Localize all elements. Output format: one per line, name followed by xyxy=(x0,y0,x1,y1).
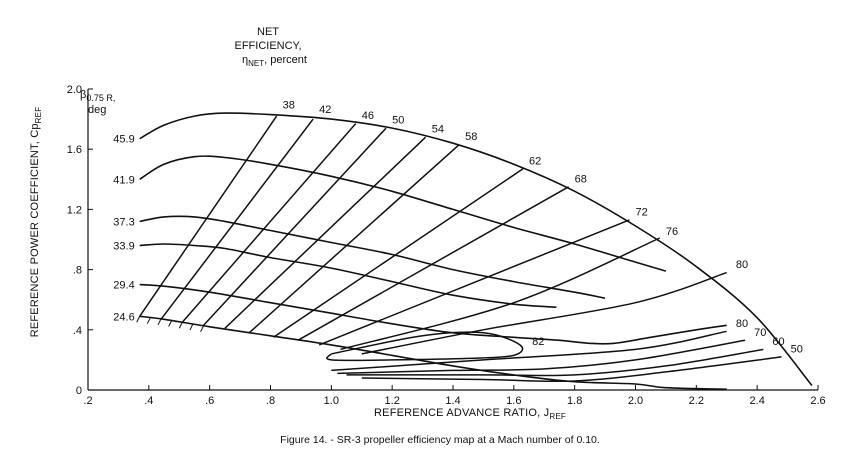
y-tick-label: 2.0 xyxy=(67,84,82,96)
efficiency-label: 54 xyxy=(432,124,444,136)
efficiency-contour-46 xyxy=(181,123,357,323)
efficiency-contour-54 xyxy=(224,136,427,329)
efficiency-contour-72 xyxy=(318,219,630,346)
efficiency-header-line1: NET xyxy=(257,26,279,38)
efficiency-contours xyxy=(139,115,782,383)
figure-caption: Figure 14. - SR-3 propeller efficiency m… xyxy=(280,434,600,446)
axes: .2 .4 .6 .8 1.0 1.2 1.4 1.6 1.8 2.0 2.2 2.4 2.6 0 .4 .8… xyxy=(67,84,826,407)
efficiency-label: 46 xyxy=(362,110,374,122)
beta-label: 24.6 xyxy=(113,311,134,323)
efficiency-eta: η xyxy=(242,54,248,66)
efficiency-label: 62 xyxy=(529,155,541,167)
efficiency-contour-38 xyxy=(139,115,278,317)
x-tick-label: 2.6 xyxy=(810,395,825,407)
labels: 45.9 41.9 37.3 33.9 29.4 24.6 38 42 46 50 54 58 62 68… xyxy=(113,100,803,356)
beta-curve-41.9 xyxy=(139,155,667,272)
hatch-mark xyxy=(157,318,162,326)
hatch-mark xyxy=(189,323,194,331)
x-axis-title-sub: REF xyxy=(549,412,566,421)
efficiency-contour-62 xyxy=(273,168,524,338)
x-tick-label: 2.0 xyxy=(628,395,643,407)
beta-sub: 0.75 R, xyxy=(86,93,115,103)
x-tick-label: .4 xyxy=(144,395,153,407)
efficiency-label: 50 xyxy=(392,115,404,127)
efficiency-label: 50 xyxy=(791,343,803,355)
beta-label: 37.3 xyxy=(113,216,134,228)
efficiency-contour-70 xyxy=(337,339,746,375)
efficiency-contour-76 xyxy=(340,237,661,351)
beta-label: 33.9 xyxy=(113,241,134,253)
hatch-mark xyxy=(146,317,151,324)
beta-curve-37.3 xyxy=(139,215,606,299)
y-axis-title-sub: REF xyxy=(34,107,43,124)
efficiency-contour-80 xyxy=(331,330,727,372)
x-tick-label: 1.0 xyxy=(324,395,339,407)
efficiency-label: 80 xyxy=(736,259,748,271)
efficiency-label: 38 xyxy=(283,100,295,112)
x-axis-title-main: REFERENCE ADVANCE RATIO, J xyxy=(374,407,549,419)
efficiency-label: 82 xyxy=(532,336,544,348)
efficiency-contour-68 xyxy=(297,186,569,341)
efficiency-eta-rest: , percent xyxy=(264,54,307,66)
efficiency-contour-58 xyxy=(248,144,460,334)
hatch-mark xyxy=(200,325,205,333)
x-tick-label: 2.4 xyxy=(750,395,765,407)
efficiency-label: 68 xyxy=(575,173,587,185)
efficiency-contour-42 xyxy=(160,118,314,320)
beta-curve-45.9 xyxy=(139,112,813,387)
efficiency-contour-80 xyxy=(361,271,727,355)
efficiency-label: 58 xyxy=(465,131,477,143)
y-tick-label: .4 xyxy=(73,325,82,337)
hatch-mark xyxy=(136,316,141,323)
efficiency-contour-60 xyxy=(346,348,764,377)
y-axis-title: REFERENCE POWER COEFFICIENT, CpREF xyxy=(29,107,43,338)
y-tick-label: .8 xyxy=(73,265,82,277)
efficiency-eta-sub: NET xyxy=(248,59,264,68)
efficiency-label: 60 xyxy=(772,336,784,348)
x-tick-label: 2.2 xyxy=(689,395,704,407)
beta-label: 45.9 xyxy=(113,134,134,146)
beta-label: 41.9 xyxy=(113,174,134,186)
x-tick-label: 1.8 xyxy=(567,395,582,407)
beta-curve-33.9 xyxy=(139,243,557,308)
y-tick-label: 1.6 xyxy=(67,144,82,156)
efficiency-header-line3: ηNET, percent xyxy=(242,54,307,68)
efficiency-contour-82 xyxy=(326,331,524,362)
x-tick-label: 1.6 xyxy=(506,395,521,407)
x-axis-title: REFERENCE ADVANCE RATIO, JREF xyxy=(374,407,566,421)
efficiency-contour-50 xyxy=(203,127,387,326)
y-tick-label: 0 xyxy=(76,385,82,397)
x-tick-label: .2 xyxy=(83,395,92,407)
efficiency-label: 72 xyxy=(636,206,648,218)
efficiency-header-line2: EFFICIENCY, xyxy=(234,40,301,52)
beta-symbol: β xyxy=(80,89,86,101)
efficiency-label: 80 xyxy=(736,318,748,330)
x-tick-label: .6 xyxy=(205,395,214,407)
efficiency-label: 42 xyxy=(319,104,331,116)
y-tick-label: 1.2 xyxy=(67,204,82,216)
efficiency-contour-50 xyxy=(361,356,782,383)
beta-label: 29.4 xyxy=(113,280,134,292)
hatch-mark xyxy=(178,322,183,329)
beta-header-line2: deg xyxy=(88,104,106,116)
efficiency-label: 70 xyxy=(754,327,766,339)
y-axis-title-main: REFERENCE POWER COEFFICIENT, Cp xyxy=(29,123,41,337)
x-tick-label: 1.4 xyxy=(445,395,460,407)
hatch-mark xyxy=(168,320,173,327)
beta-curves xyxy=(136,112,813,390)
x-tick-label: 1.2 xyxy=(385,395,400,407)
beta-header-line1: β0.75 R, xyxy=(80,89,115,103)
x-tick-label: .8 xyxy=(266,395,275,407)
beta-curve-29.4 xyxy=(139,283,727,345)
efficiency-label: 76 xyxy=(666,226,678,238)
beta-curve-24.6 xyxy=(139,315,727,390)
